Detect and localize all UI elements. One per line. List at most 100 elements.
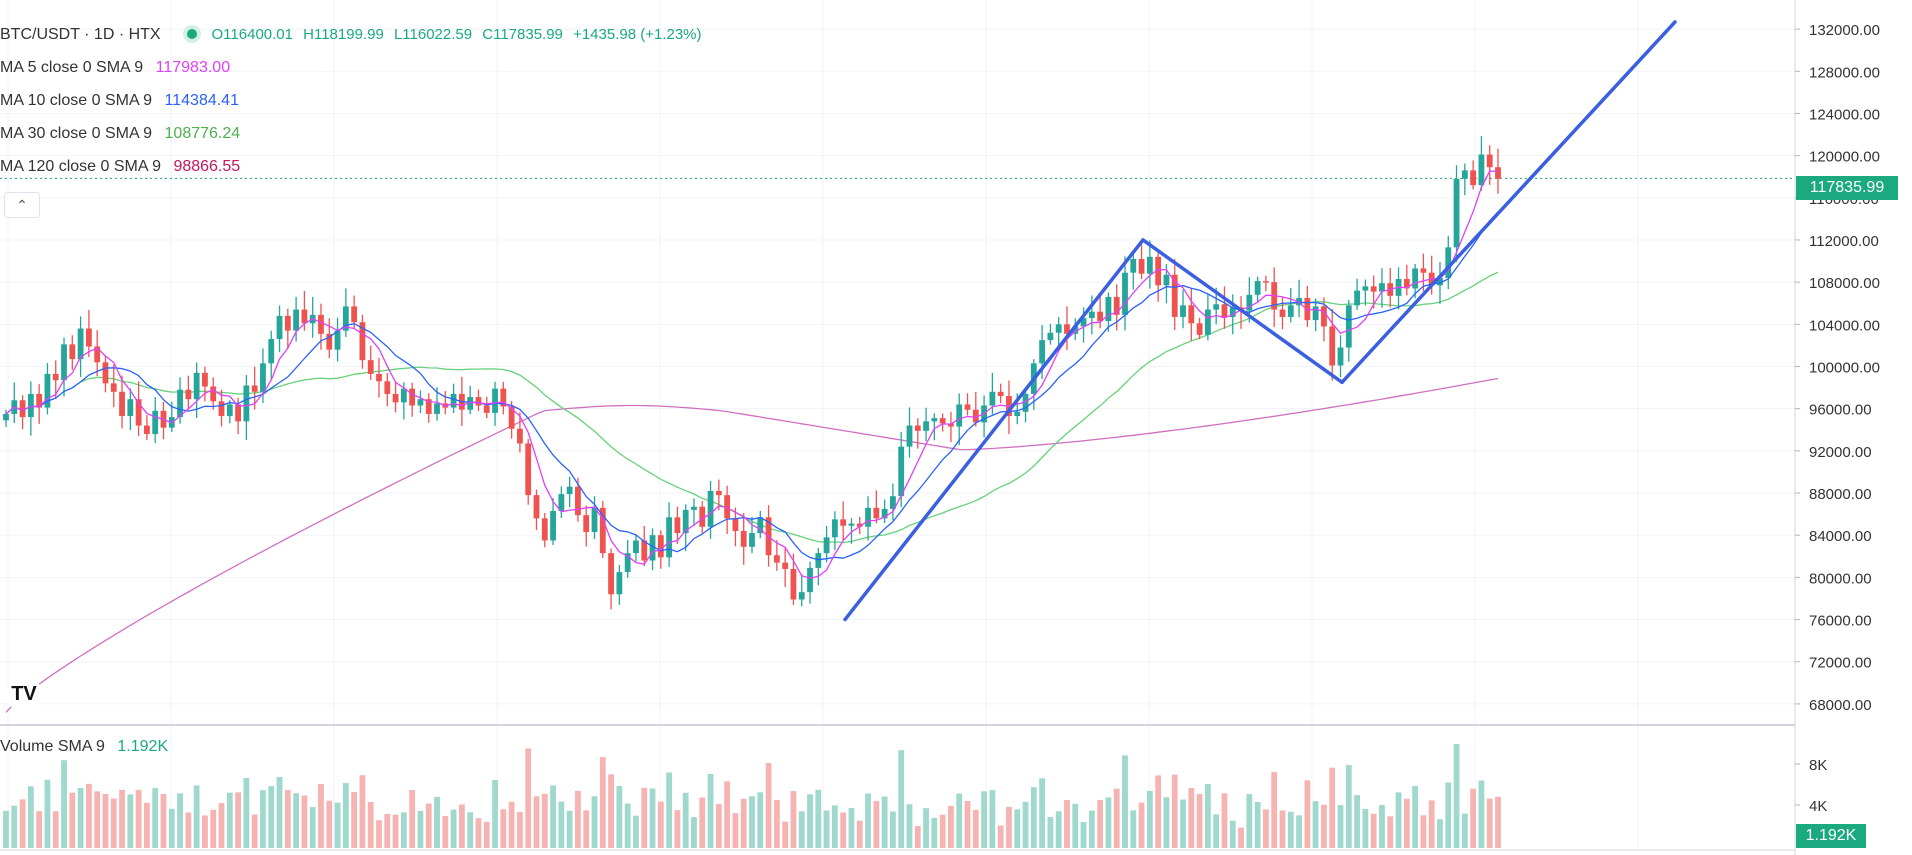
volume-bar <box>135 789 142 848</box>
volume-bar <box>450 809 457 848</box>
candle-body <box>831 519 838 538</box>
volume-legend[interactable]: Volume SMA 9 1.192K <box>0 738 168 756</box>
candle-body <box>898 446 905 497</box>
volume-bar <box>815 789 822 848</box>
volume-layer <box>3 744 1501 848</box>
volume-bar <box>110 798 117 848</box>
candle-body <box>1080 317 1087 327</box>
volume-bar <box>1171 774 1178 848</box>
candle-body <box>251 385 258 392</box>
indicator-ma120[interactable]: MA 120 close 0 SMA 9 98866.55 <box>0 158 240 176</box>
volume-bar <box>1188 788 1195 848</box>
volume-bar <box>376 820 382 848</box>
candle-body <box>633 540 639 554</box>
candle-body <box>715 490 722 496</box>
candle-body <box>691 506 697 510</box>
candle-body <box>1229 307 1236 317</box>
candle-body <box>1180 305 1186 317</box>
volume-bar <box>1461 813 1468 848</box>
candle-body <box>1163 274 1170 286</box>
candle-body <box>558 494 565 511</box>
candle-body <box>500 388 507 407</box>
indicator-ma5[interactable]: MA 5 close 0 SMA 9 117983.00 <box>0 59 230 77</box>
volume-tick-label: 4K <box>1809 798 1827 815</box>
volume-bar <box>666 772 673 848</box>
volume-bar <box>765 763 772 848</box>
volume-bar <box>1039 778 1046 848</box>
axis-tick-label: 104000.00 <box>1809 317 1880 334</box>
volume-bar <box>1379 805 1385 848</box>
volume-bar <box>881 796 888 848</box>
volume-bar <box>865 793 871 848</box>
candle-body <box>1022 393 1029 412</box>
candle-body <box>649 535 656 561</box>
candle-body <box>301 309 308 324</box>
volume-bar <box>1105 797 1112 848</box>
volume-bar <box>1213 814 1220 848</box>
volume-bar <box>36 811 43 848</box>
volume-bar <box>682 792 689 848</box>
candle-body <box>1055 324 1062 333</box>
volume-tick-label: 8K <box>1809 757 1827 774</box>
candle-body <box>575 486 581 516</box>
axis-tick-label: 88000.00 <box>1809 486 1872 503</box>
volume-bar <box>318 783 324 848</box>
candle-body <box>1039 340 1046 364</box>
candle-body <box>1337 347 1344 366</box>
candle-body <box>840 519 847 526</box>
volume-bar <box>1486 798 1493 848</box>
candle-body <box>1113 296 1120 315</box>
candle-body <box>699 506 706 527</box>
ohlc-close: C117835.99 <box>482 26 563 43</box>
volume-bar <box>19 799 26 848</box>
candle-body <box>1370 286 1377 292</box>
candle-body <box>483 405 490 413</box>
tradingview-logo[interactable]: TV <box>6 676 42 712</box>
candle-body <box>210 386 217 402</box>
volume-bar <box>890 811 896 848</box>
volume-bar <box>226 792 233 848</box>
volume-bar <box>326 800 333 848</box>
candle-body <box>997 391 1004 397</box>
candle-body <box>326 333 333 350</box>
candle-body <box>36 393 43 408</box>
volume-bar <box>1403 798 1410 848</box>
collapse-legend-button[interactable]: ⌃ <box>4 192 40 218</box>
volume-bar <box>1437 819 1443 848</box>
volume-bar <box>1495 796 1501 848</box>
ohlc-change: +1435.98 (+1.23%) <box>573 26 702 43</box>
volume-bar <box>144 802 150 848</box>
indicator-ma30[interactable]: MA 30 close 0 SMA 9 108776.24 <box>0 125 240 143</box>
candle-body <box>193 372 200 400</box>
candle-body <box>566 486 573 495</box>
volume-bar <box>1304 780 1311 848</box>
volume-bar <box>997 825 1004 848</box>
candle-body <box>1072 326 1079 334</box>
candle-body <box>467 397 474 410</box>
volume-bar <box>981 791 987 848</box>
volume-bar <box>699 797 706 848</box>
volume-bar <box>1072 803 1079 848</box>
volume-bar <box>243 778 250 848</box>
candle-body <box>682 509 689 534</box>
candle-body <box>94 346 101 363</box>
candle-body <box>284 315 291 331</box>
volume-bar <box>177 793 183 848</box>
axis-tick-label: 96000.00 <box>1809 402 1872 419</box>
volume-bar <box>251 814 258 848</box>
volume-bar <box>873 801 880 848</box>
candle-body <box>1188 305 1195 324</box>
candle-body <box>1354 290 1360 306</box>
candle-body <box>740 530 747 547</box>
candle-body <box>517 428 523 444</box>
candle-body <box>732 518 739 531</box>
volume-bar <box>939 814 946 848</box>
candle-body <box>873 507 880 519</box>
candle-body <box>890 496 896 509</box>
volume-bar <box>119 789 125 848</box>
volume-bar <box>691 817 697 848</box>
volume-bar <box>417 811 424 848</box>
indicator-ma10[interactable]: MA 10 close 0 SMA 9 114384.41 <box>0 92 239 110</box>
